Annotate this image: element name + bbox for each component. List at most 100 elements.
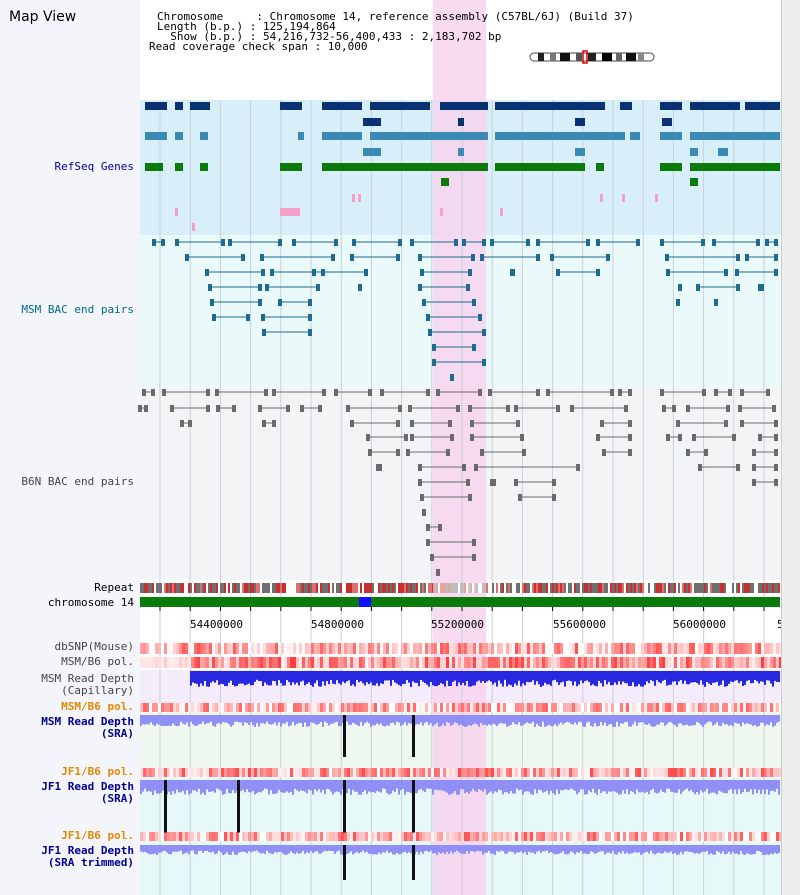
read-depth-bar bbox=[256, 845, 258, 851]
read-depth-bar bbox=[466, 671, 468, 681]
polymorphism-cell bbox=[779, 657, 782, 668]
bac-end-marker bbox=[410, 239, 414, 246]
read-depth-bar bbox=[722, 780, 724, 793]
repeat-feature bbox=[206, 583, 208, 593]
polymorphism-cell bbox=[455, 657, 458, 668]
read-depth-bar bbox=[580, 715, 582, 722]
polymorphism-cell bbox=[269, 643, 272, 654]
polymorphism-cell bbox=[149, 703, 152, 712]
bac-end-marker bbox=[396, 420, 400, 427]
read-depth-bar bbox=[148, 845, 150, 855]
polymorphism-cell bbox=[722, 768, 725, 777]
read-depth-bar bbox=[438, 845, 440, 853]
polymorphism-cell bbox=[680, 703, 683, 712]
read-depth-bar bbox=[692, 780, 694, 793]
polymorphism-cell bbox=[179, 768, 182, 777]
read-depth-bar bbox=[394, 715, 396, 725]
polymorphism-cell bbox=[398, 657, 401, 668]
read-depth-bar bbox=[638, 671, 640, 685]
bac-end-marker bbox=[556, 269, 560, 276]
read-depth-bar bbox=[718, 715, 720, 726]
read-depth-bar bbox=[218, 715, 220, 723]
label-jf1-read-depth-sra-trimmed[interactable]: JF1 Read Depth (SRA trimmed) bbox=[41, 844, 134, 869]
read-depth-bar bbox=[582, 715, 584, 727]
label-msm-read-depth-capillary[interactable]: MSM Read Depth (Capillary) bbox=[41, 672, 134, 697]
polymorphism-cell bbox=[236, 768, 239, 777]
repeat-feature bbox=[250, 583, 252, 593]
read-depth-bar bbox=[238, 671, 240, 684]
repeat-feature bbox=[616, 583, 618, 593]
read-depth-bar bbox=[454, 845, 456, 853]
read-depth-bar bbox=[484, 671, 486, 683]
right-scroll-edge[interactable] bbox=[781, 0, 800, 895]
polymorphism-cell bbox=[236, 832, 239, 841]
read-depth-bar bbox=[474, 845, 476, 853]
bac-end-marker bbox=[232, 405, 236, 412]
read-depth-bar bbox=[306, 671, 308, 684]
read-depth-bar bbox=[746, 715, 748, 724]
repeat-feature bbox=[626, 583, 628, 593]
label-msm-bac-end-pairs[interactable]: MSM BAC end pairs bbox=[21, 303, 134, 316]
read-depth-bar bbox=[178, 715, 180, 726]
polymorphism-cell bbox=[506, 657, 509, 668]
read-depth-bar bbox=[706, 845, 708, 851]
read-depth-bar bbox=[662, 671, 664, 681]
read-depth-bar bbox=[572, 780, 574, 790]
polymorphism-cell bbox=[605, 657, 608, 668]
polymorphism-cell bbox=[701, 768, 704, 777]
label-msm-b6-pol-sra[interactable]: MSM/B6 pol. bbox=[61, 700, 134, 713]
read-depth-bar bbox=[566, 671, 568, 681]
polymorphism-cell bbox=[560, 703, 563, 712]
label-refseq-genes[interactable]: RefSeq Genes bbox=[54, 160, 134, 173]
label-b6n-bac-end-pairs[interactable]: B6N BAC end pairs bbox=[21, 475, 134, 488]
polymorphism-cell bbox=[659, 643, 662, 654]
read-depth-bar bbox=[638, 780, 640, 793]
polymorphism-cell bbox=[695, 703, 698, 712]
gene-feature bbox=[655, 194, 658, 202]
read-depth-bar bbox=[494, 845, 496, 855]
read-depth-bar bbox=[390, 671, 392, 686]
label-jf1-b6-pol-trimmed[interactable]: JF1/B6 pol. bbox=[61, 829, 134, 842]
label-repeat[interactable]: Repeat bbox=[94, 581, 134, 594]
label-msm-read-depth-sra[interactable]: MSM Read Depth (SRA) bbox=[41, 715, 134, 740]
read-depth-bar bbox=[768, 671, 770, 681]
label-jf1-b6-pol[interactable]: JF1/B6 pol. bbox=[61, 765, 134, 778]
read-depth-bar bbox=[328, 845, 330, 851]
read-depth-bar bbox=[206, 780, 208, 790]
repeat-feature bbox=[414, 583, 416, 593]
read-depth-bar bbox=[432, 780, 434, 795]
label-jf1-read-depth-sra[interactable]: JF1 Read Depth (SRA) bbox=[41, 780, 134, 805]
label-dbsnp[interactable]: dbSNP(Mouse) bbox=[54, 640, 134, 653]
repeat-feature bbox=[512, 583, 514, 593]
read-depth-bar bbox=[336, 715, 338, 722]
bac-end-marker bbox=[712, 239, 716, 246]
polymorphism-cell bbox=[734, 768, 737, 777]
polymorphism-cell bbox=[185, 703, 188, 712]
repeat-feature bbox=[704, 583, 706, 593]
read-depth-bar bbox=[270, 780, 272, 791]
read-depth-bar bbox=[476, 671, 478, 682]
repeat-feature bbox=[734, 583, 736, 593]
coverage-gap-marker bbox=[412, 715, 415, 757]
polymorphism-cell bbox=[413, 657, 416, 668]
read-depth-bar bbox=[334, 715, 336, 723]
read-depth-bar bbox=[702, 671, 704, 685]
repeat-feature bbox=[544, 583, 546, 593]
read-depth-bar bbox=[728, 671, 730, 684]
polymorphism-cell bbox=[479, 643, 482, 654]
polymorphism-cell bbox=[179, 703, 182, 712]
polymorphism-cell bbox=[539, 643, 542, 654]
polymorphism-cell bbox=[542, 768, 545, 777]
read-depth-bar bbox=[742, 715, 744, 723]
bac-end-marker bbox=[216, 405, 220, 412]
polymorphism-cell bbox=[596, 703, 599, 712]
polymorphism-cell bbox=[527, 643, 530, 654]
read-depth-bar bbox=[610, 671, 612, 686]
label-msm-b6-pol[interactable]: MSM/B6 pol. bbox=[61, 655, 134, 668]
bac-end-marker bbox=[766, 389, 770, 396]
gene-feature bbox=[660, 132, 682, 140]
polymorphism-cell bbox=[443, 832, 446, 841]
polymorphism-cell bbox=[767, 643, 770, 654]
read-depth-bar bbox=[302, 845, 304, 851]
